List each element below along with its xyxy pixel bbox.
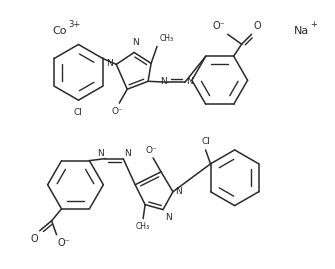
Text: CH₃: CH₃ bbox=[160, 34, 174, 44]
Text: N: N bbox=[132, 38, 139, 47]
Text: N: N bbox=[186, 77, 193, 86]
Text: O⁻: O⁻ bbox=[111, 107, 123, 116]
Text: N: N bbox=[124, 149, 131, 158]
Text: O⁻: O⁻ bbox=[58, 238, 70, 248]
Text: O: O bbox=[254, 21, 261, 31]
Text: +: + bbox=[310, 20, 317, 29]
Text: O⁻: O⁻ bbox=[213, 21, 226, 31]
Text: N: N bbox=[160, 77, 167, 86]
Text: N: N bbox=[97, 149, 104, 158]
Text: 3+: 3+ bbox=[69, 20, 81, 29]
Text: Cl: Cl bbox=[201, 137, 210, 146]
Text: O⁻: O⁻ bbox=[145, 146, 157, 155]
Text: Cl: Cl bbox=[73, 108, 82, 117]
Text: Na: Na bbox=[294, 26, 310, 36]
Text: N: N bbox=[107, 59, 113, 68]
Text: Co: Co bbox=[53, 26, 67, 36]
Text: N: N bbox=[175, 187, 182, 196]
Text: N: N bbox=[165, 213, 172, 222]
Text: O: O bbox=[30, 234, 38, 244]
Text: CH₃: CH₃ bbox=[136, 222, 150, 231]
